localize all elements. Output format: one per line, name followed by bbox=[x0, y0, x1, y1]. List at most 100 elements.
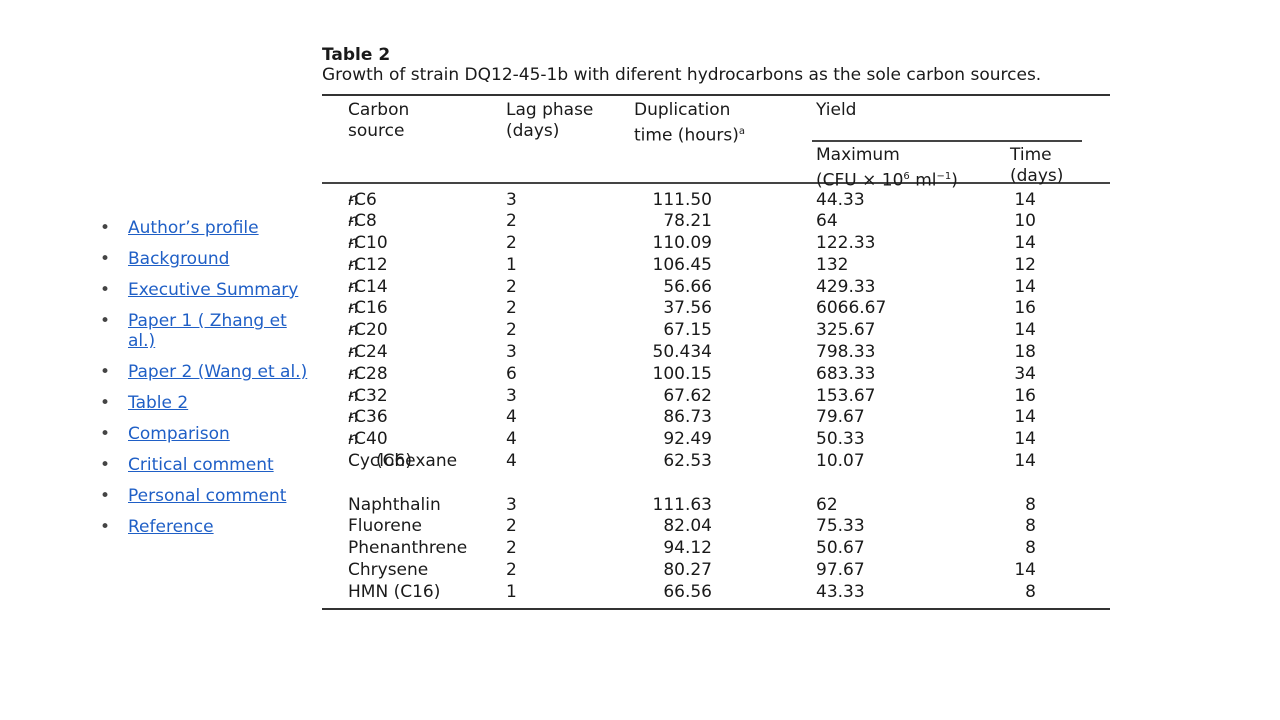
header-maximum-exponent: 6 bbox=[903, 171, 910, 182]
nav-link-personal-comment[interactable]: Personal comment bbox=[128, 486, 287, 506]
cell-yield-maximum: 44.33 bbox=[816, 189, 865, 210]
nav-link-reference[interactable]: Reference bbox=[128, 517, 214, 537]
cell-carbon-name: HMN (C16) bbox=[348, 581, 441, 602]
cell-lag-phase: 1 bbox=[506, 254, 517, 275]
cell-yield-maximum: 798.33 bbox=[816, 342, 876, 363]
nav-link-authors-profile[interactable]: Author’s profile bbox=[128, 218, 259, 238]
table-row: Phenanthrene 2 94.12 50.67 8 bbox=[322, 538, 1110, 560]
table-image: Table 2 Growth of strain DQ12-45-1b with… bbox=[322, 44, 1110, 610]
cell-yield-time: 16 bbox=[1014, 298, 1036, 319]
cell-lag-phase: 2 bbox=[506, 560, 517, 581]
cell-carbon-name: -C14 bbox=[348, 276, 388, 297]
cell-carbon-name: -C16 bbox=[348, 298, 388, 319]
table-row: Naphthalin 3 111.63 62 8 bbox=[322, 495, 1110, 517]
cell-duplication-time: 106.45 bbox=[652, 254, 712, 275]
table-row: Chrysene 2 80.27 97.67 14 bbox=[322, 560, 1110, 582]
cell-carbon-name: Naphthalin bbox=[348, 494, 441, 515]
bullet-icon: • bbox=[100, 311, 111, 331]
cell-yield-time: 8 bbox=[1025, 581, 1036, 602]
cell-yield-maximum: 62 bbox=[816, 494, 838, 515]
bullet-icon: • bbox=[100, 517, 111, 537]
bullet-icon: • bbox=[100, 455, 111, 475]
table-row: n -C20 2 67.15 325.67 14 bbox=[322, 320, 1110, 342]
bullet-icon: • bbox=[100, 393, 111, 413]
table-row: HMN (C16) 1 66.56 43.33 8 bbox=[322, 582, 1110, 604]
cell-lag-phase: 2 bbox=[506, 516, 517, 537]
nav-link-background[interactable]: Background bbox=[128, 249, 230, 269]
cell-yield-maximum: 10.07 bbox=[816, 451, 865, 472]
nav-link-critical-comment[interactable]: Critical comment bbox=[128, 455, 274, 475]
table-row: n -C28 6 100.15 683.33 34 bbox=[322, 364, 1110, 386]
yield-subheader-rule bbox=[812, 140, 1082, 142]
cell-yield-maximum: 6066.67 bbox=[816, 298, 887, 319]
bullet-icon: • bbox=[100, 424, 111, 444]
table-row: n -C32 3 67.62 153.67 16 bbox=[322, 386, 1110, 408]
cell-carbon-name: -C40 bbox=[348, 429, 388, 450]
cell-carbon-name: -C10 bbox=[348, 233, 388, 254]
cell-prefix: n bbox=[348, 298, 359, 319]
table-row: n -C10 2 110.09 122.33 14 bbox=[322, 233, 1110, 255]
cell-carbon-name: -C12 bbox=[348, 254, 388, 275]
table-caption: Growth of strain DQ12-45-1b with diferen… bbox=[322, 65, 1042, 85]
cell-lag-phase: 2 bbox=[506, 211, 517, 232]
cell-lag-phase: 2 bbox=[506, 233, 517, 254]
nav-link-paper-1[interactable]: Paper 1 ( Zhang et al.) bbox=[128, 311, 287, 351]
nav-item-background: • Background bbox=[100, 249, 310, 269]
cell-prefix: n bbox=[348, 385, 359, 406]
bullet-icon: • bbox=[100, 486, 111, 506]
cell-lag-phase: 4 bbox=[506, 407, 517, 428]
cell-carbon-name: Chrysene bbox=[348, 560, 429, 581]
table-row: n -C6 3 111.50 44.33 14 bbox=[322, 190, 1110, 212]
cell-yield-time: 14 bbox=[1014, 189, 1036, 210]
header-carbon-source-line2: source bbox=[348, 121, 405, 141]
cell-yield-maximum: 50.33 bbox=[816, 429, 865, 450]
nav-link-comparison[interactable]: Comparison bbox=[128, 424, 230, 444]
cell-yield-maximum: 325.67 bbox=[816, 320, 876, 341]
bullet-icon: • bbox=[100, 249, 111, 269]
header-carbon-source-line1: Carbon bbox=[348, 100, 410, 120]
cell-yield-time: 8 bbox=[1025, 494, 1036, 515]
nav-link-table-2[interactable]: Table 2 bbox=[128, 393, 189, 413]
cell-duplication-time: 66.56 bbox=[663, 581, 712, 602]
cell-duplication-time: 56.66 bbox=[663, 276, 712, 297]
cell-lag-phase: 6 bbox=[506, 363, 517, 384]
cell-yield-time: 8 bbox=[1025, 538, 1036, 559]
cell-carbon-name: -C32 bbox=[348, 385, 388, 406]
cell-duplication-time: 67.15 bbox=[663, 320, 712, 341]
header-time: Time (days) bbox=[1010, 145, 1063, 187]
cell-carbon-name: Phenanthrene bbox=[348, 538, 468, 559]
nav-item-comparison: • Comparison bbox=[100, 424, 310, 444]
cell-duplication-time: 62.53 bbox=[663, 451, 712, 472]
cell-yield-time: 14 bbox=[1014, 276, 1036, 297]
cell-duplication-time: 111.63 bbox=[652, 494, 712, 515]
header-maximum-unit-a: (CFU × 10 bbox=[816, 170, 904, 191]
nav-item-critical-comment: • Critical comment bbox=[100, 455, 310, 475]
cell-yield-maximum: 64 bbox=[816, 211, 838, 232]
table-body: n -C6 3 111.50 44.33 14 n -C8 2 78.21 64 10 n -C10 2 11… bbox=[322, 184, 1110, 608]
table-row: Cyclohexane (C6) 4 62.53 10.07 14 bbox=[322, 451, 1110, 495]
bullet-icon: • bbox=[100, 218, 111, 238]
cell-prefix: n bbox=[348, 363, 359, 384]
cell-lag-phase: 4 bbox=[506, 429, 517, 450]
nav-item-paper-2: • Paper 2 (Wang et al.) bbox=[100, 362, 310, 382]
cell-yield-maximum: 429.33 bbox=[816, 276, 876, 297]
table-header: Carbon source Lag phase (days) Duplicati… bbox=[322, 96, 1110, 191]
nav-link-executive-summary[interactable]: Executive Summary bbox=[128, 280, 299, 300]
cell-duplication-time: 92.49 bbox=[663, 429, 712, 450]
cell-yield-time: 14 bbox=[1014, 451, 1036, 472]
cell-yield-time: 34 bbox=[1014, 363, 1036, 384]
nav-link-paper-2[interactable]: Paper 2 (Wang et al.) bbox=[128, 362, 308, 382]
table-top-rule bbox=[322, 94, 1110, 96]
cell-lag-phase: 3 bbox=[506, 385, 517, 406]
cell-lag-phase: 2 bbox=[506, 298, 517, 319]
header-carbon-source: Carbon source bbox=[348, 100, 409, 142]
cell-lag-phase: 3 bbox=[506, 494, 517, 515]
cell-prefix: n bbox=[348, 320, 359, 341]
cell-yield-time: 14 bbox=[1014, 429, 1036, 450]
cell-duplication-time: 50.434 bbox=[652, 342, 712, 363]
cell-duplication-time: 80.27 bbox=[663, 560, 712, 581]
table-row: n -C12 1 106.45 132 12 bbox=[322, 255, 1110, 277]
bullet-icon: • bbox=[100, 362, 111, 382]
header-time-line1: Time bbox=[1010, 145, 1052, 165]
cell-yield-time: 14 bbox=[1014, 407, 1036, 428]
